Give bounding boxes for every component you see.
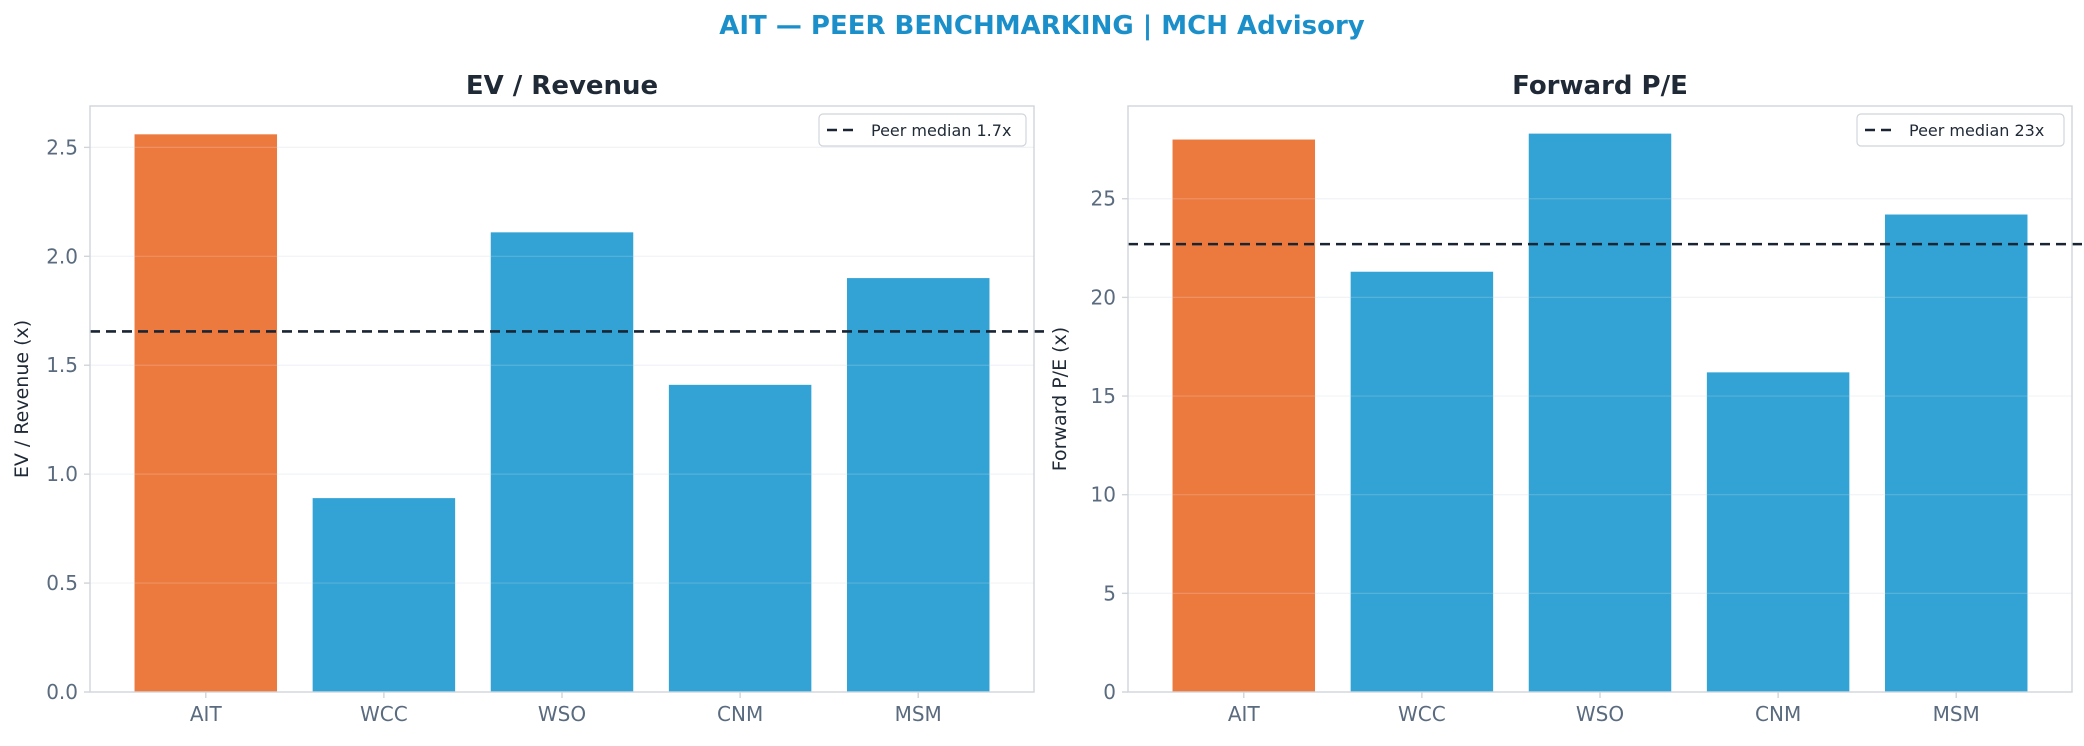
y-axis-label: EV / Revenue (x) [11,320,33,478]
y-tick-label: 0 [1103,680,1116,704]
legend-box [1856,113,2065,147]
x-tick-label-ait: AIT [1228,702,1261,726]
x-tick-label-cnm: CNM [1755,702,1801,726]
chart-title: Forward P/E [1512,71,1688,101]
bar-ait [134,134,278,692]
y-tick-label: 2.5 [46,135,78,159]
bar-wso [490,232,634,693]
y-tick-label: 20 [1091,285,1116,309]
bar-wcc [1350,271,1494,692]
y-tick-label: 2.0 [46,244,78,268]
x-tick-label-ait: AIT [190,702,223,726]
legend-label: Peer median 1.7x [871,121,1011,140]
y-axis-label: Forward P/E (x) [1049,327,1071,471]
bar-msm [846,278,990,692]
bar-wso [1528,133,1672,692]
legend-label: Peer median 23x [1909,121,2044,140]
y-tick-label: 5 [1103,581,1116,605]
bar-wcc [312,498,456,692]
x-tick-label-wcc: WCC [360,702,408,726]
bar-ait [1172,139,1316,692]
y-tick-label: 25 [1091,187,1116,211]
bar-msm [1884,214,2028,692]
y-tick-label: 15 [1091,384,1116,408]
chart-panel-2: Forward P/E 0 5 10 15 20 25 AIT WCC WSO CNM MSM Forw… [1049,71,2084,726]
legend-box [818,113,1027,147]
x-tick-label-wso: WSO [1576,702,1624,726]
chart-panel-1: EV / Revenue 0.0 0.5 1.0 1.5 2.0 2.5 AIT WCC WSO C… [11,71,1048,726]
figure-title: AIT — PEER BENCHMARKING | MCH Advisory [719,11,1365,41]
y-tick-label: 0.0 [46,680,78,704]
chart-title: EV / Revenue [466,71,658,101]
x-tick-label-msm: MSM [1933,702,1980,726]
y-tick-label: 1.0 [46,462,78,486]
x-tick-label-msm: MSM [895,702,942,726]
x-tick-label-wso: WSO [538,702,586,726]
y-tick-label: 0.5 [46,571,78,595]
y-tick-label: 10 [1091,483,1116,507]
x-tick-label-wcc: WCC [1398,702,1446,726]
bar-cnm [668,384,812,692]
x-tick-label-cnm: CNM [717,702,763,726]
y-tick-label: 1.5 [46,353,78,377]
bar-cnm [1706,372,1850,692]
